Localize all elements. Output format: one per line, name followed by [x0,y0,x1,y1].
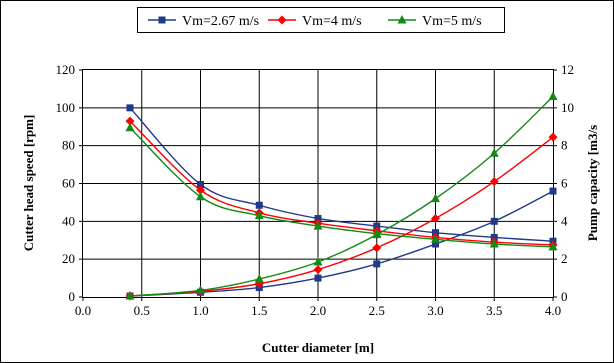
series-1-speed-point [255,201,263,209]
legend-label: Vm=5 m/s [422,14,482,29]
series-3-capacity-point [431,193,440,203]
legend-swatch-marker [397,15,407,24]
legend-box [137,7,505,33]
y-tick-label: 60 [62,176,75,191]
series-3-speed-point [313,221,323,230]
series-3-speed-point [196,191,205,201]
series-2-speed-point [125,116,135,126]
series-3-capacity-point [254,274,264,283]
series-1-capacity-point [314,274,322,282]
y2-tick-label: 4 [561,213,568,228]
series-1-speed-point [314,214,322,222]
axis-ticks: 0.0 0.5 1.0 1.5 2.0 2.5 3.0 3.5 4.00204060801001… [56,62,575,318]
legend: Vm=2.67 m/s Vm=4 m/s Vm=5 m/s [137,7,505,33]
x-tick-label: 0.0 [75,303,91,318]
y2-tick-label: 6 [561,176,568,191]
series-3-speed-point [431,234,440,243]
legend-label: Vm=2.67 m/s [182,14,259,29]
series-1-speed-point [490,233,498,241]
legend-swatch-marker [277,15,287,25]
legend-label: Vm=4 m/s [302,14,362,29]
series-2-capacity-point [313,265,323,275]
series-2-capacity-point [372,243,382,253]
y-axis-title: Cutter head speed [rpm] [21,115,36,252]
series-markers [125,91,558,301]
x-tick-label: 3.5 [486,303,502,318]
y-tick-label: 0 [69,289,76,304]
series-3-capacity-point [313,257,323,266]
y-tick-label: 80 [62,138,75,153]
y2-tick-label: 2 [561,251,568,266]
series-2-speed-point [196,185,205,195]
series-3-speed-point [125,122,135,132]
series-1-capacity-point [490,217,498,225]
series-1-speed-point [432,229,439,237]
series-3-capacity-point [548,91,558,100]
x-tick-label: 1.0 [192,303,208,318]
y-tick-label: 100 [56,100,76,115]
series-3-capacity-point [489,148,499,157]
x-tick-label: 3.0 [427,303,443,318]
series-3-capacity-point [372,229,382,239]
y2-tick-label: 8 [561,138,568,153]
x-tick-label: 1.5 [251,303,267,318]
series-2-capacity-point [489,177,499,187]
y2-axis-title: Pump capacity [m3/s [585,125,600,241]
x-tick-label: 0.5 [134,303,150,318]
y-tick-label: 40 [62,213,75,228]
x-axis-title: Cutter diameter [m] [262,340,374,355]
series-3-speed-point [548,241,558,251]
legend-swatch-marker [158,16,166,24]
x-tick-label: 4.0 [545,303,561,318]
y2-tick-label: 12 [561,62,574,77]
series-1-capacity-point [549,187,557,195]
series-1-speed-point [197,180,204,188]
series-3-capacity-point [196,285,205,294]
x-tick-label: 2.5 [369,303,385,318]
series-1-capacity-point [373,260,381,268]
y-tick-label: 120 [56,62,76,77]
y2-tick-label: 10 [561,100,574,115]
series-2-capacity-point [431,213,440,223]
series-3-capacity-point [125,291,135,300]
series-1-speed-point [373,222,381,230]
y-tick-label: 20 [62,251,75,266]
x-tick-label: 2.0 [310,303,326,318]
series-3-speed-point [254,210,264,220]
series-2-capacity-point [548,132,558,142]
series-1-speed-point [126,104,134,112]
series-1-capacity-point [432,240,439,248]
y2-tick-label: 0 [561,289,568,304]
series-3-speed-point [489,239,499,248]
